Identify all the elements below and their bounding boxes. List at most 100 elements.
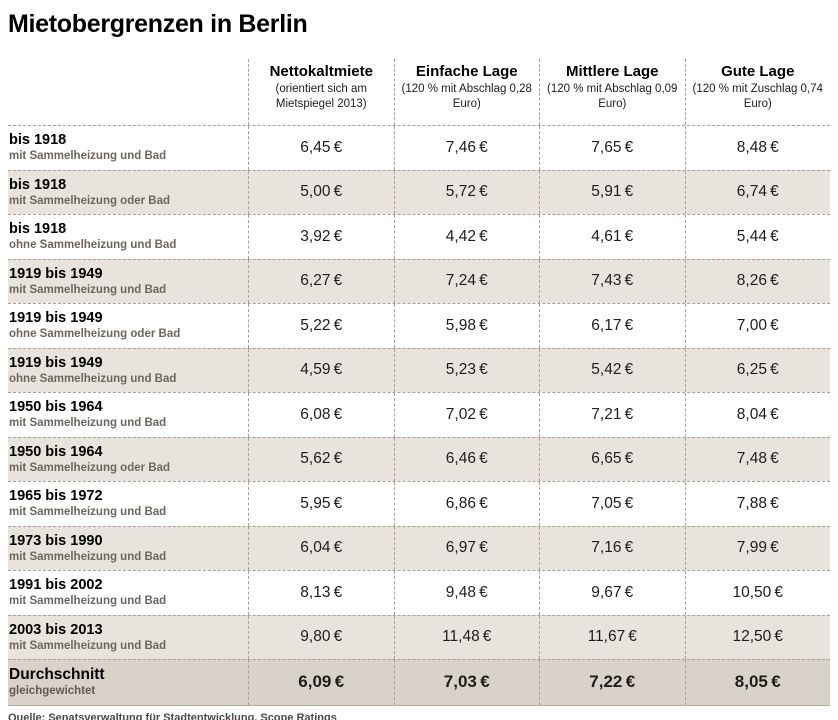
value-einfache-lage: 9,48 € — [393, 571, 540, 615]
table-row: 1950 bis 1964 mit Sammelheizung und Bad … — [8, 392, 830, 437]
value-mittlere-lage: 9,67 € — [539, 571, 685, 615]
table-row: bis 1918 mit Sammelheizung und Bad 6,45 … — [8, 125, 830, 170]
value-gute-lage: 12,50 € — [684, 615, 831, 659]
source-note: Quelle: Senatsverwaltung für Stadtentwic… — [8, 711, 337, 720]
row-label: 1965 bis 1972 mit Sammelheizung und Bad — [8, 482, 248, 526]
value-nettokaltmiete: 3,92 € — [248, 215, 394, 259]
row-period: 1919 bis 1949 — [9, 265, 103, 282]
row-label: bis 1918 mit Sammelheizung oder Bad — [8, 171, 248, 215]
table-row: 2003 bis 2013 mit Sammelheizung und Bad … — [8, 614, 831, 659]
row-condition: ohne Sammelheizung und Bad — [9, 239, 177, 252]
row-condition: mit Sammelheizung und Bad — [9, 595, 167, 608]
column-title: Gute Lage — [721, 63, 795, 80]
row-label: 1950 bis 1964 mit Sammelheizung und Bad — [8, 393, 248, 437]
row-condition: mit Sammelheizung und Bad — [9, 417, 167, 430]
row-condition: ohne Sammelheizung oder Bad — [9, 328, 181, 341]
column-header-einfache-lage: Einfache Lage (120 % mit Abschlag 0,28 E… — [393, 59, 540, 125]
value-gute-lage: 5,44 € — [684, 215, 831, 259]
column-title: Mittlere Lage — [565, 63, 659, 80]
value-gute-lage: 7,88 € — [684, 482, 831, 526]
value-gute-lage: 7,48 € — [684, 437, 831, 481]
row-label: 1919 bis 1949 mit Sammelheizung und Bad — [8, 260, 248, 304]
value-nettokaltmiete: 8,13 € — [248, 571, 394, 615]
value-nettokaltmiete: 6,08 € — [248, 393, 394, 437]
table-row: 1919 bis 1949 mit Sammelheizung und Bad … — [8, 258, 831, 304]
row-condition: gleichgewichtet — [9, 685, 96, 698]
row-period: 2003 bis 2013 — [9, 621, 103, 638]
value-gute-lage: 8,26 € — [684, 259, 831, 303]
row-period: 1950 bis 1964 — [9, 399, 103, 415]
row-period: bis 1918 — [9, 132, 67, 148]
table-header-row: Nettokaltmiete (orientiert sich am Miets… — [8, 59, 830, 125]
value-einfache-lage: 5,23 € — [393, 348, 540, 392]
row-label: 1919 bis 1949 ohne Sammelheizung oder Ba… — [8, 304, 248, 348]
row-period: 1991 bis 2002 — [9, 577, 103, 593]
column-title: Einfache Lage — [415, 63, 518, 80]
value-einfache-lage: 6,86 € — [393, 482, 540, 526]
table-row: 1919 bis 1949 ohne Sammelheizung oder Ba… — [8, 303, 830, 348]
row-period: bis 1918 — [9, 221, 67, 237]
row-period: 1919 bis 1949 — [9, 354, 103, 371]
value-einfache-lage: 6,46 € — [393, 437, 540, 481]
value-gute-lage: 10,50 € — [684, 571, 831, 615]
value-mittlere-lage: 6,65 € — [539, 437, 685, 481]
table-row: bis 1918 mit Sammelheizung oder Bad 5,00… — [8, 169, 830, 215]
value-mittlere-lage: 7,16 € — [539, 526, 685, 570]
table-row: bis 1918 ohne Sammelheizung und Bad 3,92… — [8, 214, 830, 259]
value-gute-lage: 6,25 € — [684, 348, 831, 392]
value-nettokaltmiete: 6,45 € — [248, 126, 394, 170]
row-condition: mit Sammelheizung oder Bad — [9, 194, 171, 207]
value-mittlere-lage: 7,21 € — [539, 393, 685, 437]
row-label: Durchschnitt gleichgewichtet — [8, 660, 248, 705]
column-header-gute-lage: Gute Lage (120 % mit Zuschlag 0,74 Euro) — [684, 59, 831, 125]
column-subtitle: (120 % mit Zuschlag 0,74 Euro) — [692, 83, 823, 110]
value-mittlere-lage: 7,22 € — [539, 660, 685, 705]
row-label: bis 1918 ohne Sammelheizung und Bad — [8, 215, 248, 259]
column-subtitle: (120 % mit Abschlag 0,09 Euro) — [547, 83, 678, 110]
value-einfache-lage: 7,03 € — [393, 660, 540, 705]
value-gute-lage: 7,00 € — [684, 304, 831, 348]
page-title: Mietobergrenzen in Berlin — [8, 10, 308, 38]
row-condition: mit Sammelheizung und Bad — [9, 150, 167, 163]
row-condition: mit Sammelheizung und Bad — [9, 283, 167, 296]
value-nettokaltmiete: 5,22 € — [248, 304, 394, 348]
row-condition: ohne Sammelheizung und Bad — [9, 372, 177, 385]
value-nettokaltmiete: 5,62 € — [248, 437, 394, 481]
column-title: Nettokaltmiete — [269, 63, 373, 80]
row-period: 1965 bis 1972 — [9, 488, 103, 504]
table-row: 1973 bis 1990 mit Sammelheizung und Bad … — [8, 525, 831, 571]
column-subtitle: (orientiert sich am Mietspiegel 2013) — [275, 83, 367, 110]
row-condition: mit Sammelheizung und Bad — [9, 506, 167, 519]
value-mittlere-lage: 11,67 € — [539, 615, 685, 659]
row-label: bis 1918 mit Sammelheizung und Bad — [8, 126, 248, 170]
value-einfache-lage: 5,98 € — [393, 304, 540, 348]
value-nettokaltmiete: 9,80 € — [248, 615, 394, 659]
value-mittlere-lage: 4,61 € — [539, 215, 685, 259]
header-empty-cell — [8, 59, 248, 125]
value-mittlere-lage: 6,17 € — [539, 304, 685, 348]
row-period: 1950 bis 1964 — [9, 443, 103, 460]
row-period: bis 1918 — [9, 176, 67, 193]
value-einfache-lage: 7,46 € — [393, 126, 540, 170]
rent-cap-table: Nettokaltmiete (orientiert sich am Miets… — [8, 59, 830, 706]
value-einfache-lage: 6,97 € — [393, 526, 540, 570]
value-gute-lage: 7,99 € — [684, 526, 831, 570]
row-label: 1973 bis 1990 mit Sammelheizung und Bad — [8, 527, 248, 571]
table-row: 1991 bis 2002 mit Sammelheizung und Bad … — [8, 570, 830, 615]
value-nettokaltmiete: 6,09 € — [248, 660, 394, 705]
value-nettokaltmiete: 5,95 € — [248, 482, 394, 526]
value-gute-lage: 8,48 € — [684, 126, 831, 170]
row-period: 1973 bis 1990 — [9, 532, 103, 549]
table-row: 1919 bis 1949 ohne Sammelheizung und Bad… — [8, 347, 831, 392]
column-subtitle: (120 % mit Abschlag 0,28 Euro) — [401, 83, 532, 110]
row-condition: mit Sammelheizung oder Bad — [9, 461, 171, 474]
value-mittlere-lage: 5,42 € — [539, 348, 685, 392]
table-total-row: Durchschnitt gleichgewichtet 6,09 € 7,03… — [8, 659, 830, 705]
value-mittlere-lage: 5,91 € — [539, 170, 685, 214]
row-label: 1991 bis 2002 mit Sammelheizung und Bad — [8, 571, 248, 615]
table-row: 1950 bis 1964 mit Sammelheizung oder Bad… — [8, 436, 831, 481]
table-row: 1965 bis 1972 mit Sammelheizung und Bad … — [8, 481, 830, 526]
value-einfache-lage: 4,42 € — [393, 215, 540, 259]
value-einfache-lage: 5,72 € — [393, 170, 540, 214]
